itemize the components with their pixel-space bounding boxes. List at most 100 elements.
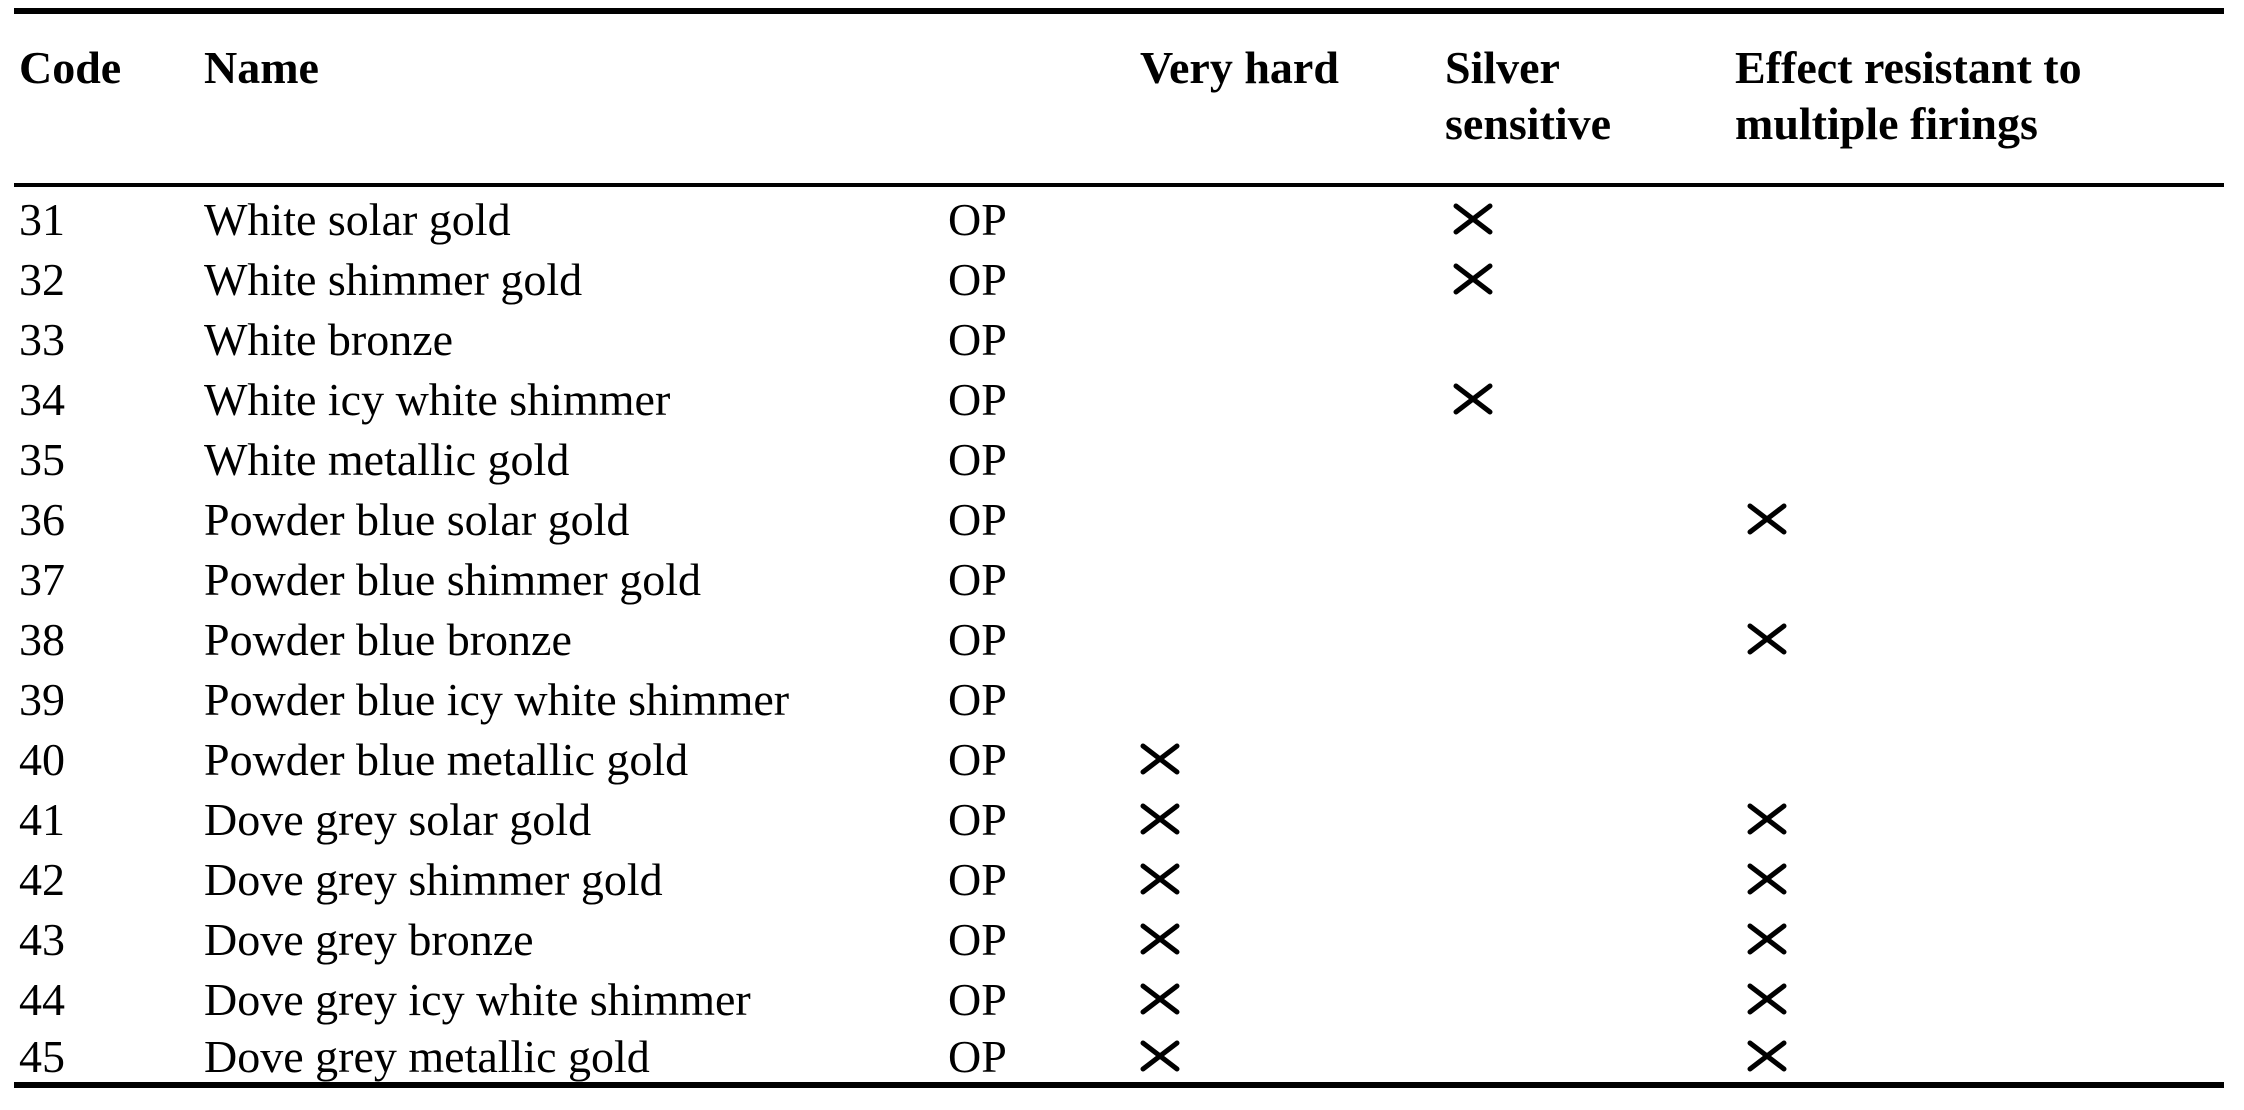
- cell-type: OP: [948, 854, 1007, 905]
- col-header-code: Code: [14, 11, 204, 187]
- table-row: 43 Dove grey bronze OP: [14, 905, 2224, 965]
- cell-effect-resistant: [1735, 425, 2224, 485]
- table-row: 44 Dove grey icy white shimmer OP: [14, 965, 2224, 1025]
- cell-effect-resistant: [1735, 365, 2224, 425]
- col-header-name-label: Name: [204, 42, 319, 93]
- cell-very-hard: [1140, 305, 1445, 365]
- table-header: Code Name Very hard Silver sensitive Eff…: [14, 11, 2224, 187]
- cell-type: OP: [948, 734, 1007, 785]
- cell-silver-sensitive: [1445, 1025, 1735, 1085]
- cell-silver-sensitive: [1445, 845, 1735, 905]
- cell-silver-sensitive: [1445, 665, 1735, 725]
- cell-code: 41: [19, 794, 65, 845]
- cross-icon: [1140, 743, 1180, 775]
- cell-type: OP: [948, 974, 1007, 1025]
- cross-icon: [1747, 863, 1787, 895]
- cell-type: OP: [948, 434, 1007, 485]
- cell-name: Dove grey solar gold: [204, 794, 592, 845]
- cell-type: OP: [948, 794, 1007, 845]
- table-row: 40 Powder blue metallic gold OP: [14, 725, 2224, 785]
- cell-effect-resistant: [1735, 845, 2224, 905]
- cell-type: OP: [948, 254, 1007, 305]
- cell-very-hard: [1140, 485, 1445, 545]
- cross-icon: [1140, 983, 1180, 1015]
- cross-icon: [1747, 983, 1787, 1015]
- cell-silver-sensitive: [1445, 185, 1735, 245]
- cell-silver-sensitive: [1445, 485, 1735, 545]
- cell-code: 31: [19, 194, 65, 245]
- cell-silver-sensitive: [1445, 905, 1735, 965]
- cross-icon: [1747, 923, 1787, 955]
- cell-code: 37: [19, 554, 65, 605]
- col-header-silver-sensitive-line1: Silver: [1445, 42, 1560, 93]
- cell-very-hard: [1140, 425, 1445, 485]
- cell-name: Dove grey icy white shimmer: [204, 974, 751, 1025]
- cross-icon: [1453, 203, 1493, 235]
- col-header-silver-sensitive: Silver sensitive: [1445, 11, 1735, 187]
- col-header-code-label: Code: [19, 42, 122, 93]
- table-row: 37 Powder blue shimmer gold OP: [14, 545, 2224, 605]
- cell-very-hard: [1140, 965, 1445, 1025]
- cross-icon: [1747, 1040, 1787, 1072]
- col-header-very-hard: Very hard: [1140, 11, 1445, 187]
- cell-effect-resistant: [1735, 485, 2224, 545]
- cell-code: 39: [19, 674, 65, 725]
- cell-code: 38: [19, 614, 65, 665]
- table-row: 31 White solar gold OP: [14, 185, 2224, 245]
- col-header-very-hard-label: Very hard: [1140, 42, 1339, 93]
- cell-type: OP: [948, 194, 1007, 245]
- cell-name: White icy white shimmer: [204, 374, 671, 425]
- cell-type: OP: [948, 614, 1007, 665]
- table-row: 45 Dove grey metallic gold OP: [14, 1025, 2224, 1085]
- table-body: 31 White solar gold OP 32 White shimmer gold…: [14, 185, 2224, 1085]
- cross-icon: [1747, 623, 1787, 655]
- cell-very-hard: [1140, 905, 1445, 965]
- cell-name: Dove grey shimmer gold: [204, 854, 663, 905]
- table-row: 41 Dove grey solar gold OP: [14, 785, 2224, 845]
- cell-very-hard: [1140, 1025, 1445, 1085]
- cell-effect-resistant: [1735, 305, 2224, 365]
- cell-code: 32: [19, 254, 65, 305]
- cell-name: White metallic gold: [204, 434, 570, 485]
- cell-type: OP: [948, 374, 1007, 425]
- cell-code: 34: [19, 374, 65, 425]
- cell-very-hard: [1140, 845, 1445, 905]
- cell-name: White solar gold: [204, 194, 511, 245]
- cell-very-hard: [1140, 725, 1445, 785]
- cell-code: 35: [19, 434, 65, 485]
- cell-effect-resistant: [1735, 605, 2224, 665]
- cell-name: Dove grey metallic gold: [204, 1031, 650, 1082]
- cell-very-hard: [1140, 245, 1445, 305]
- cell-code: 45: [19, 1031, 65, 1082]
- cell-name: Powder blue metallic gold: [204, 734, 689, 785]
- cell-name: Powder blue shimmer gold: [204, 554, 701, 605]
- cross-icon: [1140, 803, 1180, 835]
- cell-code: 40: [19, 734, 65, 785]
- header-row: Code Name Very hard Silver sensitive Eff…: [14, 11, 2224, 187]
- cell-very-hard: [1140, 185, 1445, 245]
- cell-name: Powder blue icy white shimmer: [204, 674, 790, 725]
- cell-effect-resistant: [1735, 905, 2224, 965]
- cell-silver-sensitive: [1445, 725, 1735, 785]
- cross-icon: [1747, 803, 1787, 835]
- cell-name: Dove grey bronze: [204, 914, 534, 965]
- cell-very-hard: [1140, 545, 1445, 605]
- cell-effect-resistant: [1735, 245, 2224, 305]
- cell-effect-resistant: [1735, 1025, 2224, 1085]
- col-header-silver-sensitive-line2: sensitive: [1445, 98, 1612, 149]
- table-row: 38 Powder blue bronze OP: [14, 605, 2224, 665]
- cross-icon: [1140, 923, 1180, 955]
- table-row: 32 White shimmer gold OP: [14, 245, 2224, 305]
- cell-very-hard: [1140, 605, 1445, 665]
- cell-silver-sensitive: [1445, 545, 1735, 605]
- table-row: 36 Powder blue solar gold OP: [14, 485, 2224, 545]
- cell-effect-resistant: [1735, 665, 2224, 725]
- cell-type: OP: [948, 1031, 1007, 1082]
- cell-silver-sensitive: [1445, 245, 1735, 305]
- cell-very-hard: [1140, 785, 1445, 845]
- glaze-color-table: Code Name Very hard Silver sensitive Eff…: [14, 8, 2224, 1088]
- cell-code: 33: [19, 314, 65, 365]
- cell-silver-sensitive: [1445, 305, 1735, 365]
- cell-name: White shimmer gold: [204, 254, 583, 305]
- table-row: 35 White metallic gold OP: [14, 425, 2224, 485]
